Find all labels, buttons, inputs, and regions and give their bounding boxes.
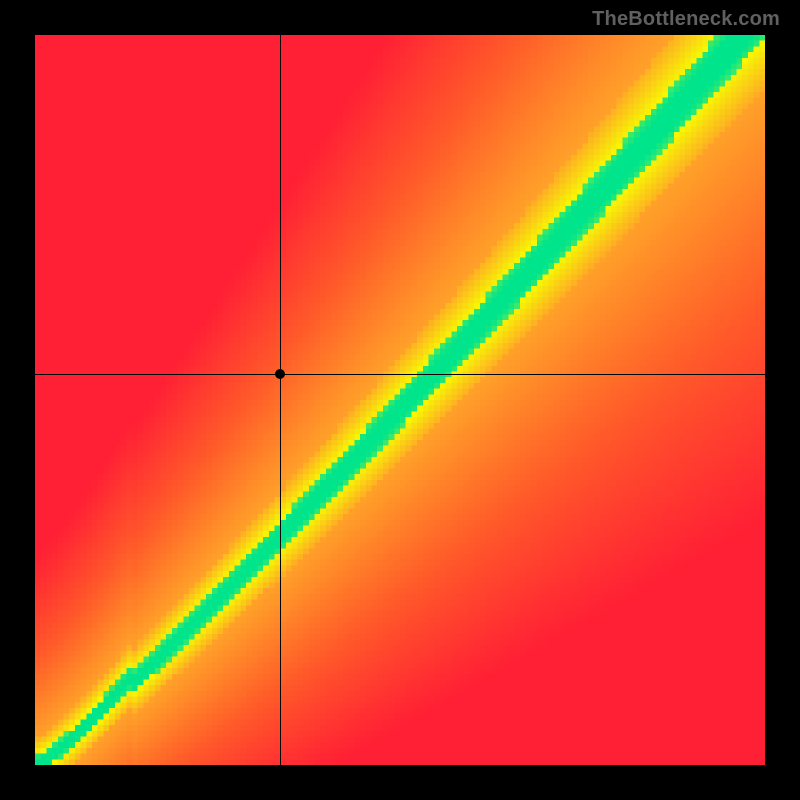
attribution-text: TheBottleneck.com xyxy=(592,8,780,31)
crosshair-vertical xyxy=(280,35,281,765)
heatmap-canvas xyxy=(35,35,765,765)
plot-area xyxy=(35,35,765,765)
marker-dot xyxy=(275,369,285,379)
crosshair-horizontal xyxy=(35,374,765,375)
chart-container: TheBottleneck.com xyxy=(0,0,800,800)
